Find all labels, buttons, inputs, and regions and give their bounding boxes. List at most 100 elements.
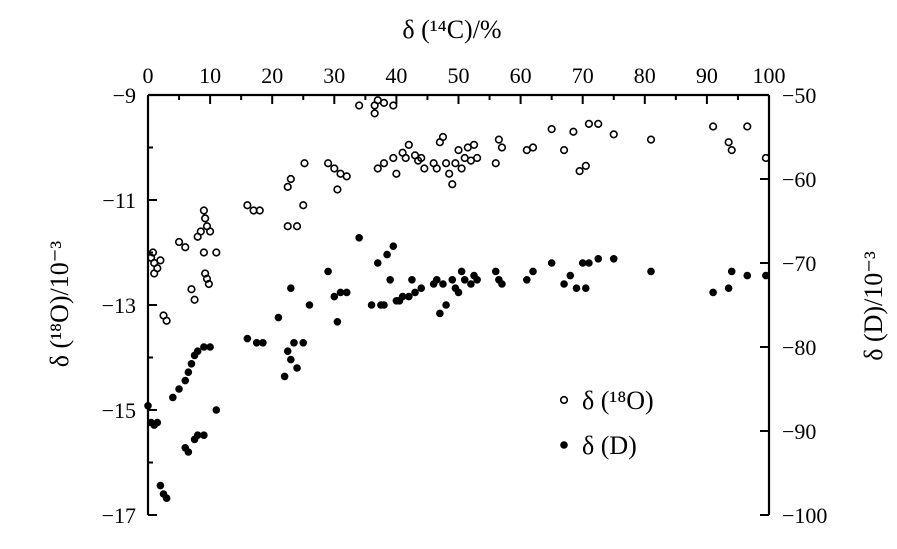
o18-point	[448, 180, 457, 189]
d-point	[727, 267, 736, 276]
d-point	[259, 339, 267, 347]
o18-point	[445, 169, 454, 178]
o18-point	[392, 169, 401, 178]
x-tick-label: 10	[199, 63, 221, 88]
d-point	[373, 259, 382, 267]
d-point	[305, 301, 314, 309]
x-axis-ticks: 0 10 20 30 40 50 60 70 80 90 100	[143, 63, 786, 104]
d-point	[193, 431, 202, 440]
d-point	[324, 267, 332, 276]
y-right-tick-label: −60	[782, 167, 816, 192]
series-o18-points	[147, 96, 770, 325]
o18-point	[174, 237, 184, 247]
o18-point	[181, 243, 190, 252]
x-axis-title: δ (¹⁴C)/%	[402, 15, 501, 44]
y-right-tick-label: −70	[782, 251, 816, 276]
o18-point	[594, 119, 603, 128]
o18-point	[547, 125, 556, 134]
d-point	[187, 360, 196, 368]
o18-point	[255, 206, 264, 215]
o18-point	[199, 206, 208, 215]
o18-point	[283, 222, 292, 231]
legend: δ (¹⁸O) δ (D)	[559, 386, 654, 460]
o18-point	[373, 164, 382, 173]
y-right-axis-ticks: −50 −60 −70 −80 −90 −100	[760, 83, 827, 528]
o18-point	[761, 153, 770, 163]
d-point	[333, 318, 342, 326]
d-point	[367, 301, 376, 309]
o18-point	[528, 143, 538, 152]
o18-point	[420, 164, 429, 173]
d-point	[184, 448, 193, 456]
d-point	[299, 339, 308, 347]
o18-point	[569, 127, 578, 136]
o18-point	[156, 256, 165, 265]
d-point	[200, 343, 208, 351]
o18-point	[441, 159, 451, 168]
o18-point	[342, 172, 351, 181]
o18-point	[724, 138, 733, 147]
o18-point	[355, 101, 364, 110]
d-point	[762, 271, 770, 280]
x-tick-label: 0	[143, 63, 154, 88]
d-point	[252, 339, 261, 347]
y-left-axis-title: δ (¹⁸O)/10⁻³	[45, 241, 74, 368]
d-point	[389, 242, 398, 250]
d-point	[169, 393, 177, 402]
d-point	[647, 267, 655, 276]
d-point	[566, 271, 575, 280]
o18-point	[187, 285, 196, 294]
x-tick-label: 90	[696, 63, 718, 88]
d-point	[724, 284, 733, 293]
d-point	[330, 292, 339, 301]
y-left-tick-label: −13	[102, 293, 136, 318]
x-tick-label: 40	[385, 63, 407, 88]
o18-point	[709, 122, 718, 131]
x-tick-label: 80	[634, 63, 656, 88]
o18-point	[404, 140, 413, 149]
d-point	[184, 368, 193, 377]
o18-point	[370, 109, 379, 118]
d-point	[398, 292, 407, 301]
o18-point	[292, 222, 302, 231]
d-point	[743, 271, 752, 280]
x-tick-label: 70	[572, 63, 594, 88]
d-point	[355, 234, 363, 242]
y-right-tick-label: −100	[782, 503, 827, 528]
o18-point	[333, 185, 342, 194]
d-point	[609, 254, 618, 263]
d-point	[436, 309, 444, 318]
o18-point	[212, 248, 221, 257]
d-point	[491, 267, 500, 276]
o18-point	[204, 279, 213, 289]
legend-o18-marker	[559, 395, 569, 405]
d-point	[193, 347, 202, 356]
o18-point	[469, 140, 479, 149]
o18-point	[432, 164, 441, 173]
o18-point	[497, 143, 507, 152]
o18-point	[581, 161, 590, 170]
d-point	[290, 339, 298, 347]
o18-point	[190, 295, 199, 304]
d-point	[594, 254, 603, 263]
o18-point	[401, 153, 410, 163]
d-point	[380, 301, 388, 309]
d-point	[572, 284, 581, 293]
o18-point	[646, 135, 656, 144]
o18-point	[438, 132, 448, 142]
x-tick-label: 50	[448, 63, 470, 88]
o18-point	[199, 248, 208, 257]
o18-point	[584, 119, 594, 128]
o18-point	[473, 153, 482, 163]
o18-point	[743, 122, 752, 131]
o18-point	[454, 146, 463, 155]
o18-point	[201, 214, 210, 223]
o18-point	[379, 98, 389, 107]
o18-point	[148, 248, 158, 257]
d-point	[386, 276, 394, 284]
o18-point	[299, 201, 308, 210]
o18-point	[323, 159, 333, 168]
x-tick-label: 30	[323, 63, 345, 88]
d-point	[432, 276, 441, 284]
d-point	[162, 494, 171, 503]
